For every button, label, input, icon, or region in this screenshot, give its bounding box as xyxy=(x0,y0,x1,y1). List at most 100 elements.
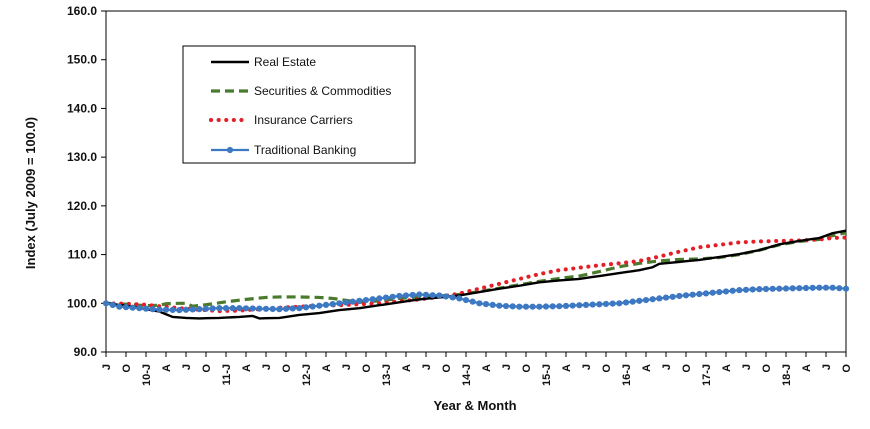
data-point xyxy=(556,303,563,310)
series-line-real-estate xyxy=(105,229,847,320)
data-point xyxy=(616,300,623,307)
data-point xyxy=(642,296,650,304)
x-tick-label: O xyxy=(681,364,693,373)
data-point xyxy=(729,287,736,294)
data-point xyxy=(562,302,570,309)
data-point xyxy=(422,291,430,298)
x-tick-label: J xyxy=(101,364,113,370)
data-point xyxy=(316,302,323,309)
data-point xyxy=(649,296,656,303)
x-tick-label: 12-J xyxy=(301,364,313,386)
data-point xyxy=(462,296,470,304)
x-tick-label: A xyxy=(481,364,493,372)
y-tick-label: 160.0 xyxy=(67,4,97,18)
x-tick-label: J xyxy=(341,364,353,370)
data-point xyxy=(829,284,836,291)
x-tick-label: 18-J xyxy=(781,364,793,386)
data-point xyxy=(169,306,176,314)
data-point xyxy=(189,306,196,313)
data-point xyxy=(182,306,190,313)
x-tick-label: 17-J xyxy=(701,364,713,386)
y-tick-label: 100.0 xyxy=(67,296,97,310)
data-point xyxy=(102,300,110,307)
data-point xyxy=(202,305,210,312)
data-point xyxy=(376,295,383,302)
legend-item-real-estate: Real Estate xyxy=(211,55,316,69)
data-point xyxy=(229,305,236,312)
data-point xyxy=(742,286,750,293)
x-tick-label: 11-J xyxy=(221,364,233,385)
data-point xyxy=(396,292,403,300)
x-tick-label: O xyxy=(761,364,773,373)
x-tick-label: A xyxy=(641,364,653,372)
legend-label: Insurance Carriers xyxy=(254,113,353,127)
data-point xyxy=(449,294,456,301)
data-point xyxy=(289,305,296,312)
data-point xyxy=(429,292,436,299)
data-point xyxy=(709,289,716,296)
data-point xyxy=(382,294,390,301)
data-point xyxy=(336,300,343,307)
data-point xyxy=(242,305,250,312)
data-point xyxy=(509,303,516,310)
data-point xyxy=(209,305,216,312)
data-point xyxy=(769,285,776,292)
x-tick-label: A xyxy=(161,364,173,372)
data-point xyxy=(502,302,510,310)
x-tick-label: O xyxy=(521,364,533,373)
data-point xyxy=(582,301,590,309)
legend: Real Estate Securities & Commodities Insur… xyxy=(182,45,416,164)
series-real-estate xyxy=(105,229,847,320)
x-tick-label: O xyxy=(441,364,453,373)
data-point xyxy=(222,305,230,312)
y-tick-label: 150.0 xyxy=(67,53,97,67)
data-point xyxy=(676,292,683,300)
data-point xyxy=(842,285,850,292)
legend-item-securities-commodities: Securities & Commodities xyxy=(211,84,391,98)
data-point xyxy=(236,305,243,312)
series-securities-commodities xyxy=(105,231,847,308)
y-tick-label: 120.0 xyxy=(67,199,97,213)
data-point xyxy=(762,285,770,293)
series-line-securities-commodities xyxy=(105,231,847,308)
x-tick-label: O xyxy=(201,364,213,373)
data-point xyxy=(636,297,643,304)
legend-item-insurance-carriers: Insurance Carriers xyxy=(209,113,353,127)
data-point xyxy=(409,291,416,299)
data-point xyxy=(629,298,636,305)
x-tick-label: J xyxy=(501,364,513,370)
data-point xyxy=(722,288,730,295)
data-point xyxy=(836,285,843,292)
y-tick-label: 90.0 xyxy=(74,345,98,359)
data-point xyxy=(596,301,603,308)
data-point xyxy=(282,305,290,312)
data-point xyxy=(482,301,490,308)
data-point xyxy=(342,299,350,306)
x-tick-label: 14-J xyxy=(461,364,473,386)
data-point xyxy=(296,305,303,312)
series-traditional-banking xyxy=(102,284,850,314)
x-tick-label: A xyxy=(401,364,413,372)
data-point xyxy=(682,292,690,299)
data-point xyxy=(469,298,476,305)
data-point xyxy=(309,303,316,310)
x-tick-label: 15-J xyxy=(541,364,553,386)
data-point xyxy=(489,301,496,309)
x-tick-label: A xyxy=(321,364,333,372)
data-point xyxy=(322,301,330,309)
y-tick-label: 130.0 xyxy=(67,150,97,164)
x-tick-label: J xyxy=(581,364,593,370)
data-point xyxy=(589,301,596,308)
data-point xyxy=(522,303,530,310)
data-point xyxy=(402,292,410,299)
y-axis-title: Index (July 2009 = 100.0) xyxy=(23,117,38,269)
data-point xyxy=(496,302,503,309)
series-insurance-carriers xyxy=(104,235,848,314)
x-tick-label: J xyxy=(181,364,193,370)
data-point xyxy=(776,285,783,292)
data-point xyxy=(689,291,696,298)
data-point xyxy=(156,306,163,313)
x-tick-label: A xyxy=(241,364,253,372)
